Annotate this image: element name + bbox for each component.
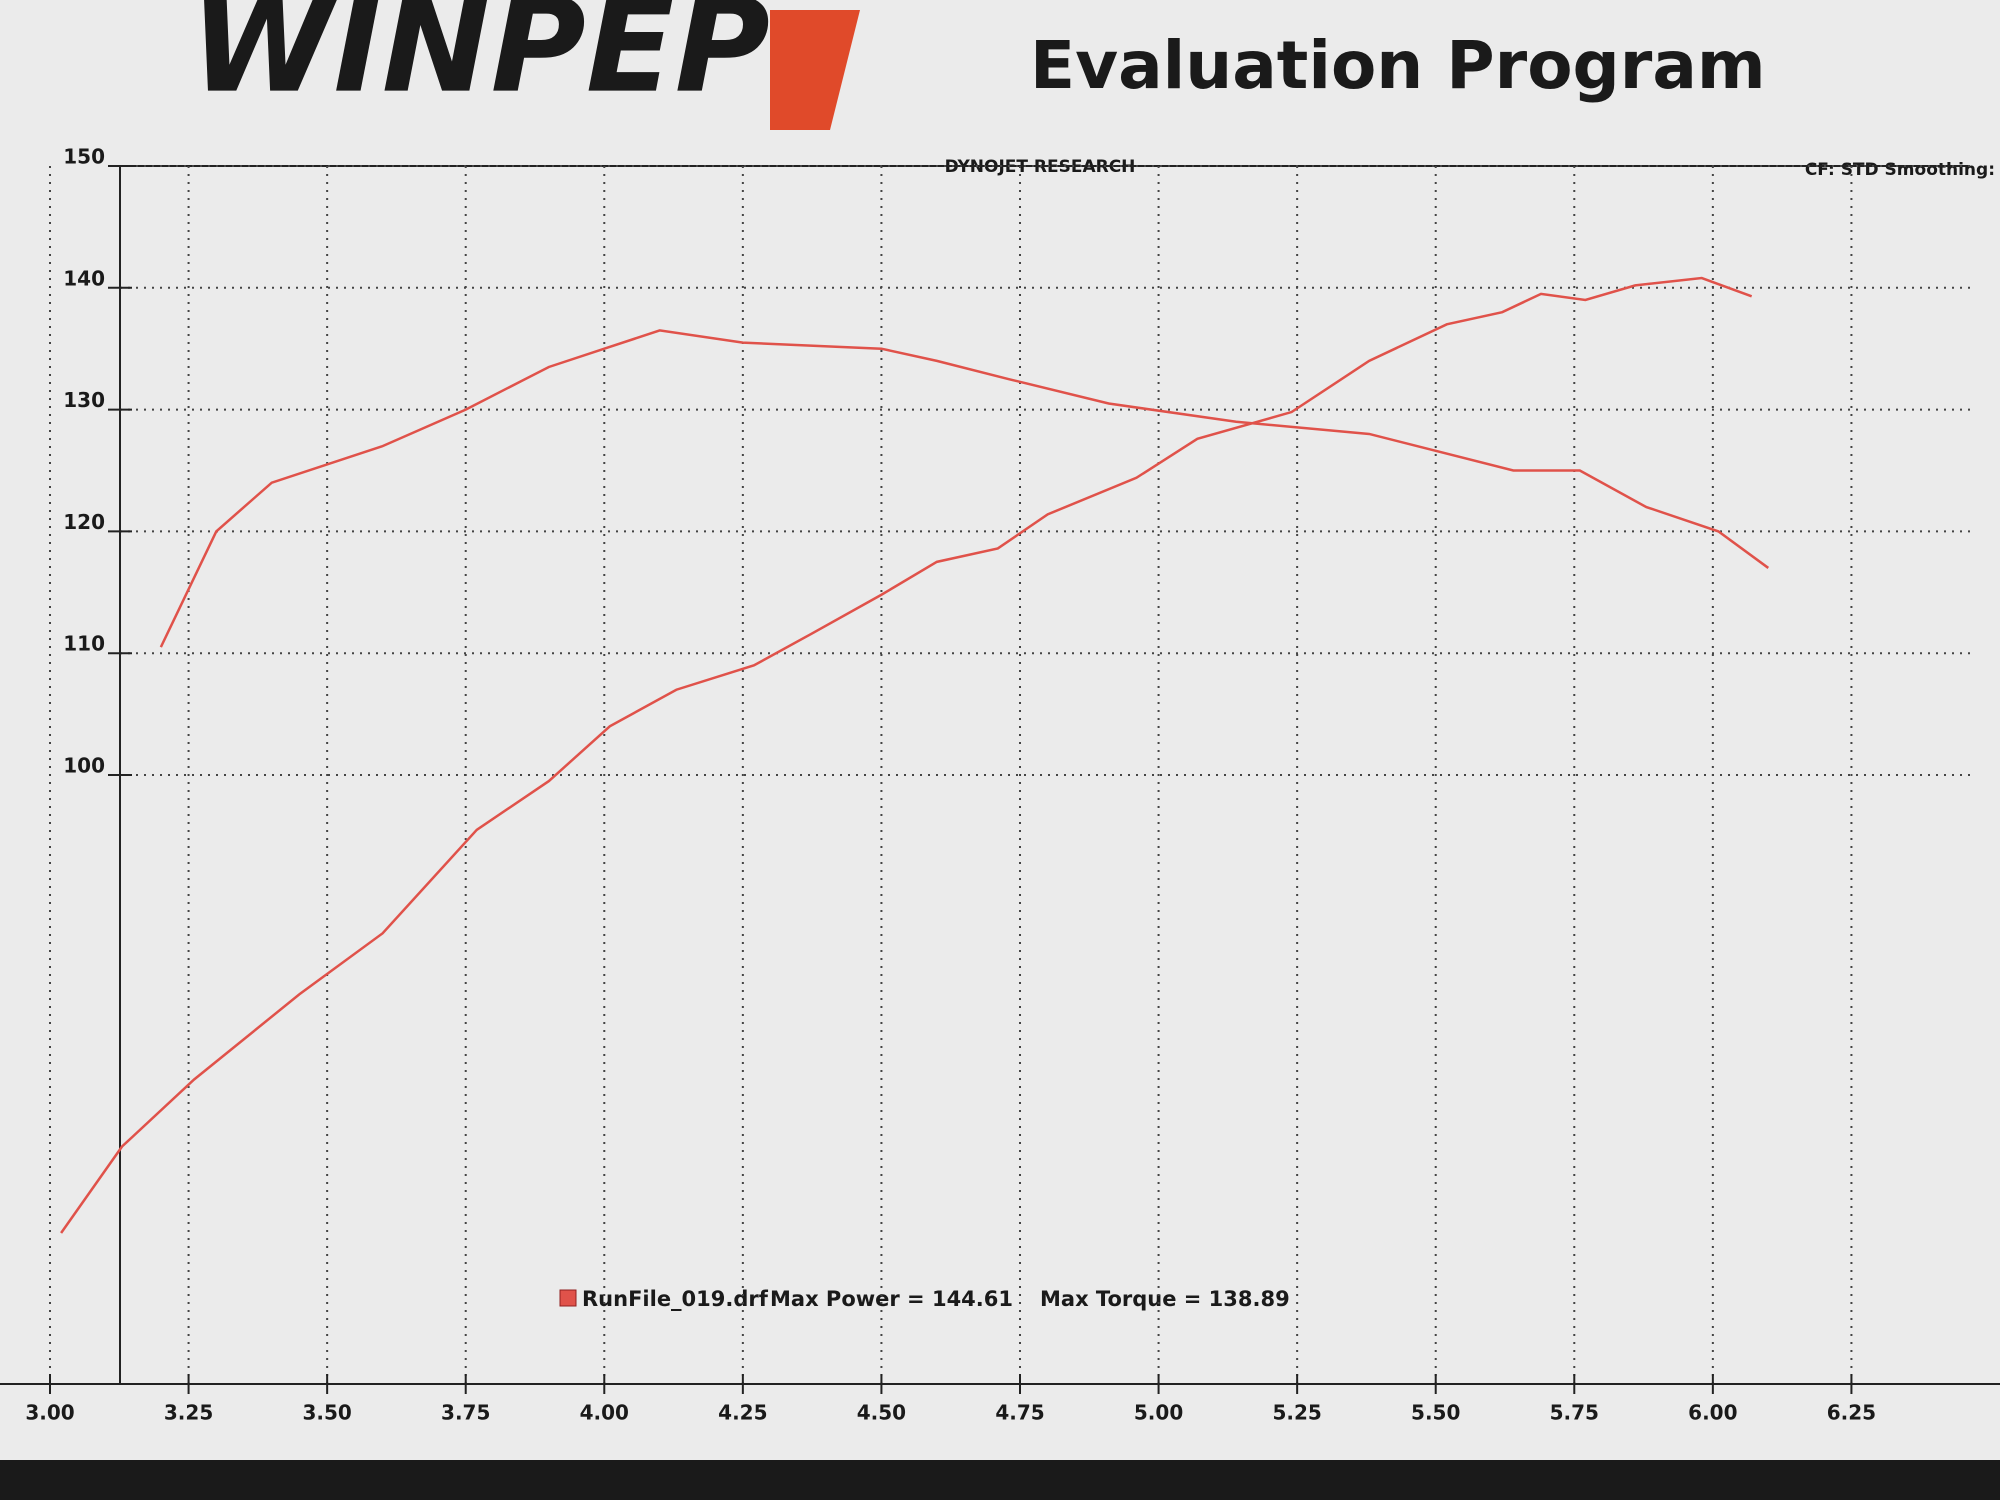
x-tick-label: 3.00 <box>25 1401 74 1425</box>
x-tick-label: 3.25 <box>164 1401 213 1425</box>
x-tick-label: 5.25 <box>1272 1401 1321 1425</box>
legend-label: RunFile_019.drf <box>582 1287 769 1311</box>
logo-mark <box>770 10 860 130</box>
x-tick-label: 5.00 <box>1134 1401 1183 1425</box>
x-tick-label: 3.50 <box>302 1401 351 1425</box>
subtitle: Evaluation Program <box>1030 27 1766 104</box>
series-line <box>159 329 1770 648</box>
x-tick-label: 5.75 <box>1550 1401 1599 1425</box>
annotation: Max Power = 144.61 <box>770 1287 1013 1311</box>
x-tick-label: 3.75 <box>441 1401 490 1425</box>
y-tick-label: 140 <box>63 266 105 290</box>
y-tick-label: 130 <box>63 388 105 412</box>
x-tick-label: 6.25 <box>1827 1401 1876 1425</box>
annotation: Max Torque = 138.89 <box>1040 1287 1290 1311</box>
legend-swatch <box>559 1289 577 1307</box>
x-tick-label: 6.00 <box>1688 1401 1737 1425</box>
logo: WINPEP <box>190 0 770 122</box>
y-tick-label: 120 <box>63 510 105 534</box>
series-line <box>60 276 1753 1234</box>
y-tick-label: 110 <box>63 632 105 656</box>
x-tick-label: 4.00 <box>580 1401 629 1425</box>
x-tick-label: 4.25 <box>718 1401 767 1425</box>
x-tick-label: 5.50 <box>1411 1401 1460 1425</box>
y-tick-label: 150 <box>63 145 105 169</box>
x-tick-label: 4.50 <box>857 1401 906 1425</box>
corner-note: CF: STD Smoothing: <box>1805 160 1995 180</box>
y-tick-label: 100 <box>63 754 105 778</box>
x-tick-label: 4.75 <box>995 1401 1044 1425</box>
paper <box>0 0 2000 1460</box>
